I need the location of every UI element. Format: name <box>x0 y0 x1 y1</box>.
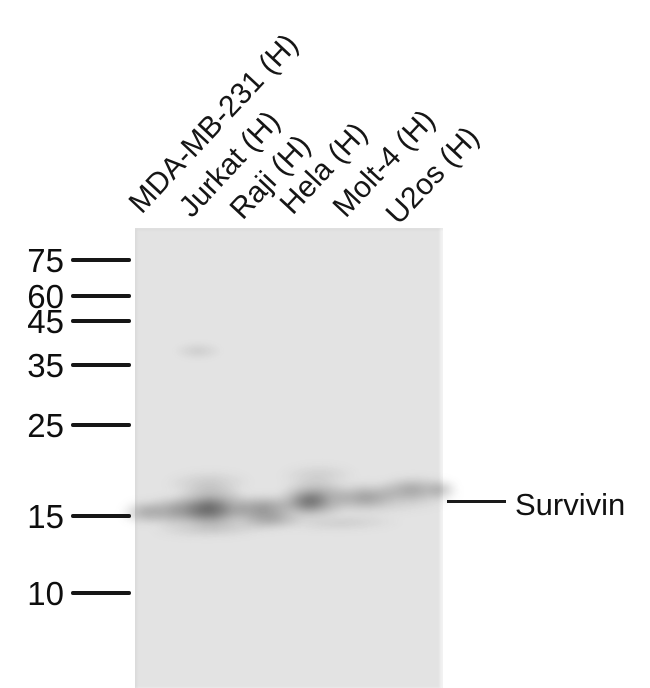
mw-marker-value: 10 <box>27 574 64 612</box>
mw-marker-60: 60 <box>20 279 131 313</box>
mw-marker-tick <box>71 591 131 595</box>
mw-marker-tick <box>71 423 131 427</box>
band-pointer-line <box>447 500 506 503</box>
mw-marker-value: 15 <box>27 497 64 535</box>
mw-marker-10: 10 <box>20 576 131 610</box>
mw-marker-tick <box>71 319 131 323</box>
mw-marker-tick <box>71 294 131 298</box>
mw-marker-value: 60 <box>27 277 64 315</box>
mw-marker-35: 35 <box>20 348 131 382</box>
mw-marker-value: 25 <box>27 406 64 444</box>
mw-marker-75: 75 <box>20 243 131 277</box>
band-annotation-label: Survivin <box>515 487 626 522</box>
blot-membrane <box>135 228 443 688</box>
mw-marker-value: 75 <box>27 241 64 279</box>
mw-marker-tick <box>71 258 131 262</box>
mw-marker-25: 25 <box>20 408 131 442</box>
mw-marker-45: 45 <box>20 304 131 338</box>
mw-marker-15: 15 <box>20 499 131 533</box>
mw-marker-tick <box>71 514 131 518</box>
mw-marker-value: 35 <box>27 346 64 384</box>
background-smudge <box>172 341 224 361</box>
mw-marker-value: 45 <box>27 302 64 340</box>
mw-marker-tick <box>71 363 131 367</box>
